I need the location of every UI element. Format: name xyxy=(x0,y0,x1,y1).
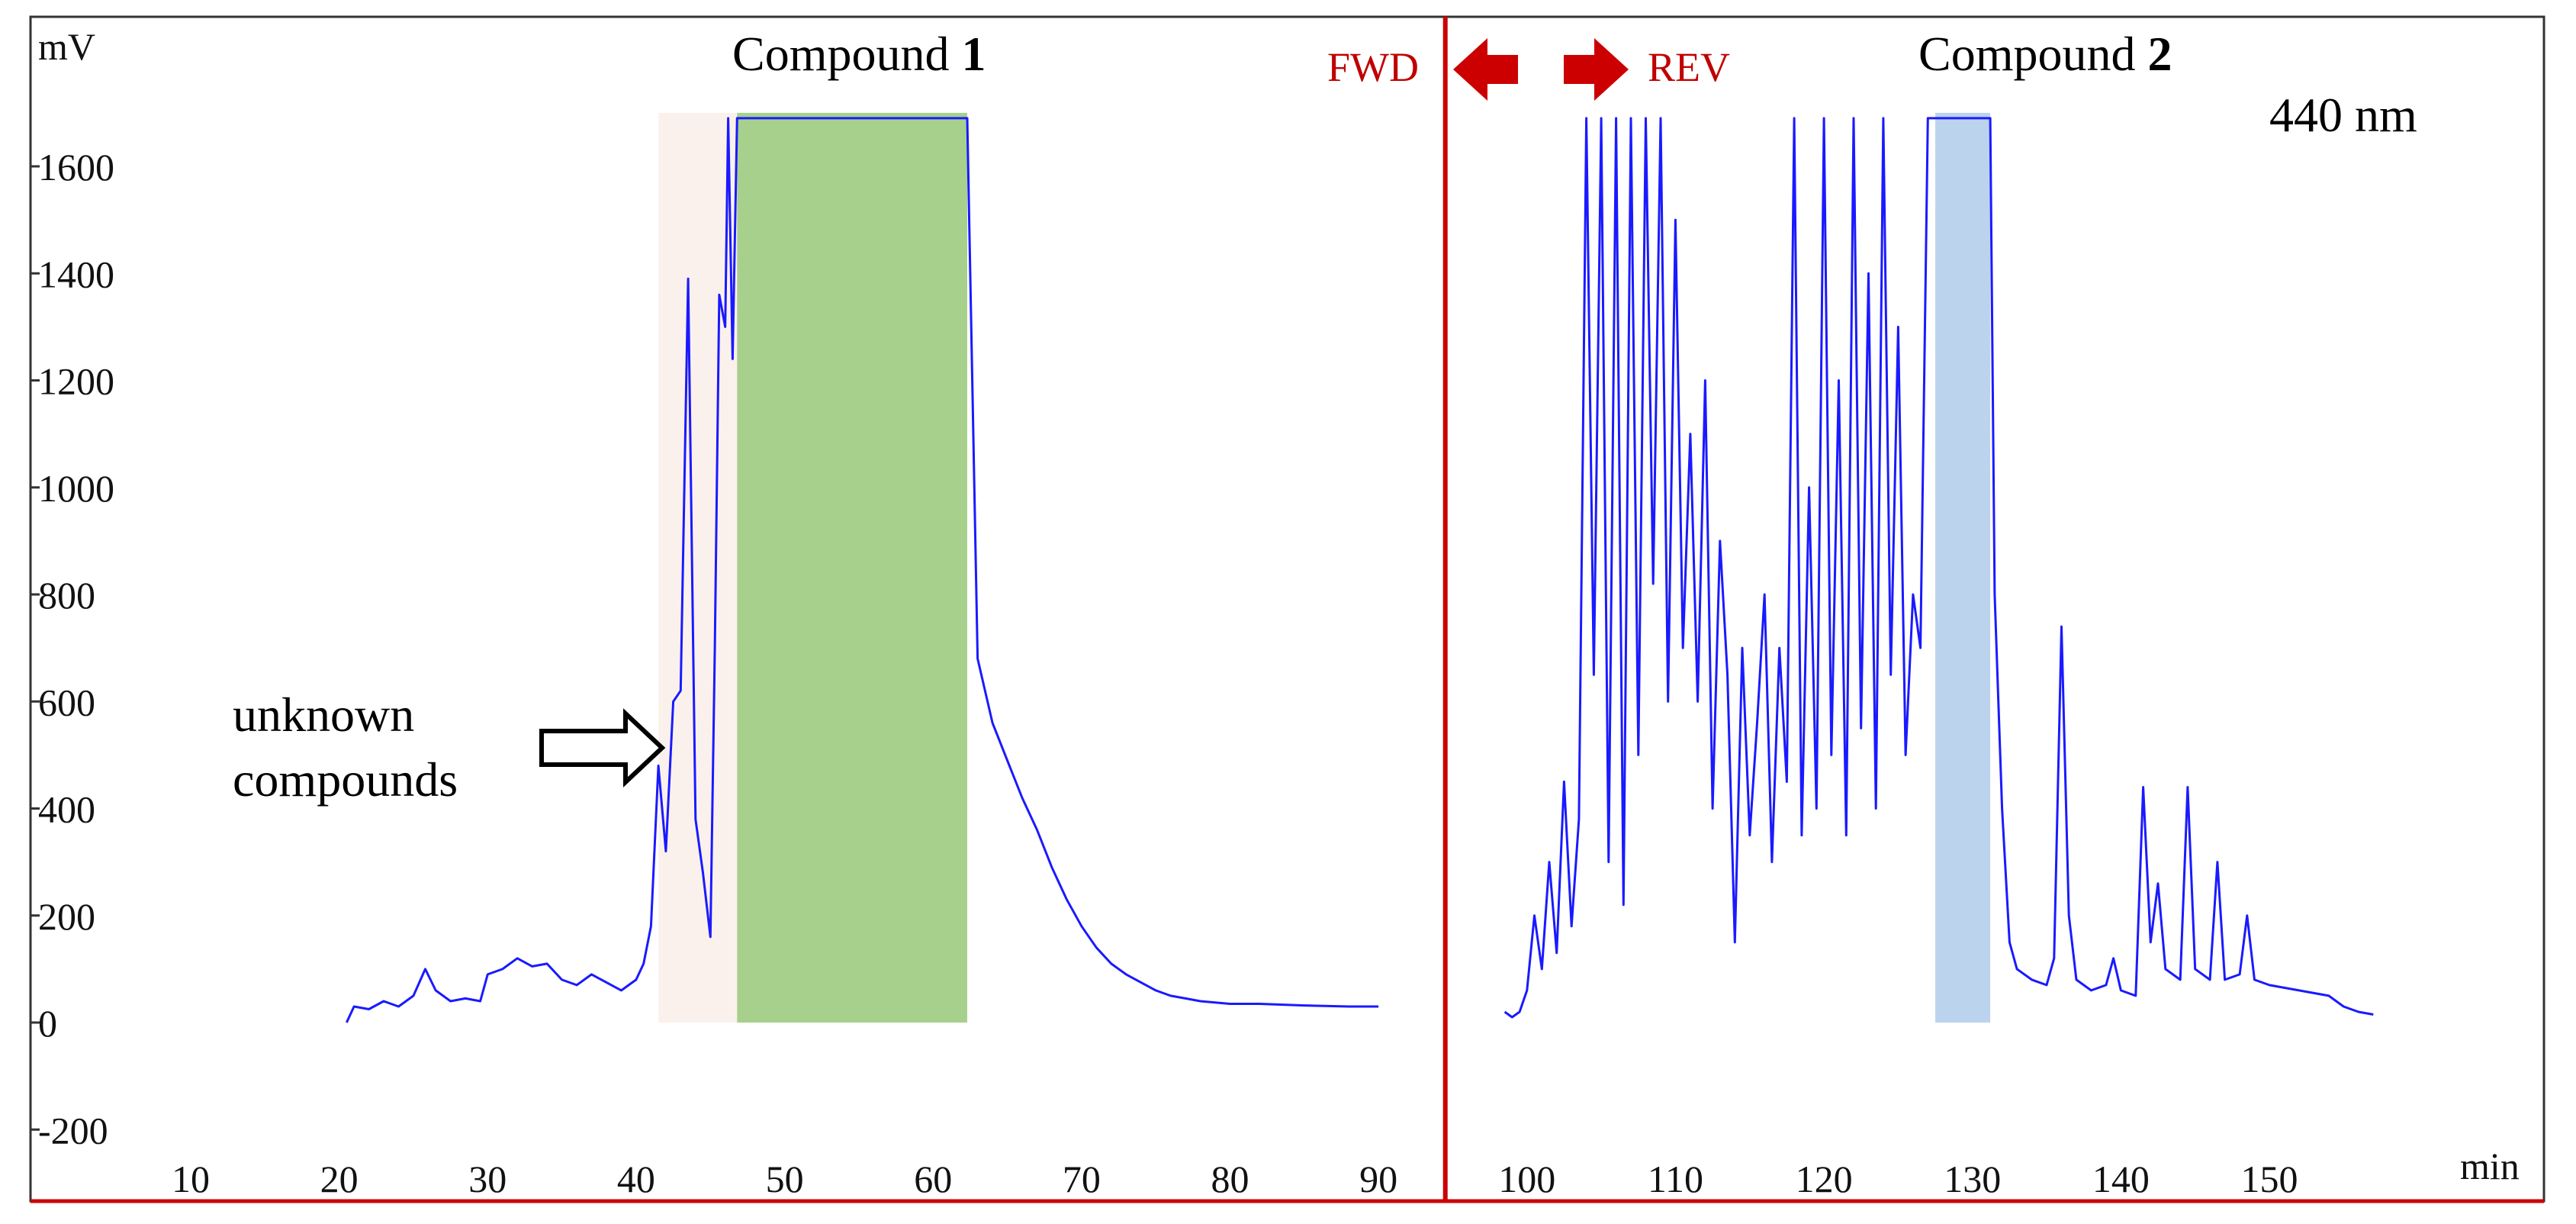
compound-2-title-text: Compound xyxy=(1918,27,2147,81)
compound-1-title: Compound 1 xyxy=(732,27,986,81)
y-tick-label: 1000 xyxy=(38,467,114,510)
compound-2-title-number: 2 xyxy=(2147,27,2172,81)
compound-1-title-text: Compound xyxy=(732,27,961,81)
region-compound-2 xyxy=(1935,112,1991,1023)
x-tick-label: 20 xyxy=(320,1158,359,1200)
trace-fwd xyxy=(346,117,1379,1023)
wavelength-label: 440 nm xyxy=(2269,88,2417,142)
y-tick-label: 200 xyxy=(38,895,95,938)
y-tick-label: 1600 xyxy=(38,146,114,188)
x-tick-label: 90 xyxy=(1359,1158,1397,1200)
x-tick-label: 50 xyxy=(766,1158,804,1200)
rev-label: REV xyxy=(1648,44,1730,90)
x-tick-label: 140 xyxy=(2092,1158,2150,1200)
fwd-label: FWD xyxy=(1327,44,1419,90)
x-tick-label: 150 xyxy=(2241,1158,2298,1200)
y-tick-label: 1200 xyxy=(38,360,114,403)
x-tick-label: 130 xyxy=(1944,1158,2001,1200)
rev-arrow-icon xyxy=(1564,38,1629,101)
x-axis: 10 20 30 40 50 60 70 80 90 100 110 120 130 140 150 xyxy=(172,1158,2298,1200)
x-tick-label: 60 xyxy=(914,1158,952,1200)
unknown-compounds-label-line1: unknown xyxy=(233,688,414,742)
y-axis-unit: mV xyxy=(38,25,95,68)
y-tick-label: 400 xyxy=(38,788,95,831)
y-tick-label: 1400 xyxy=(38,253,114,295)
x-tick-label: 30 xyxy=(468,1158,507,1200)
y-tick-label: -200 xyxy=(38,1109,108,1152)
region-unknown-compounds xyxy=(658,112,738,1023)
compound-1-title-number: 1 xyxy=(961,27,986,81)
region-compound-1 xyxy=(737,112,967,1023)
compound-2-title: Compound 2 xyxy=(1918,27,2172,81)
unknown-compounds-arrow-icon xyxy=(539,708,666,788)
y-tick-label: 0 xyxy=(38,1002,57,1045)
x-tick-label: 80 xyxy=(1211,1158,1249,1200)
trace-rev xyxy=(1503,117,2374,1019)
plot-frame xyxy=(29,15,2545,1203)
x-tick-label: 120 xyxy=(1796,1158,1853,1200)
y-tick-label: 600 xyxy=(38,681,95,723)
fwd-arrow-icon xyxy=(1453,38,1518,101)
x-tick-label: 40 xyxy=(617,1158,655,1200)
x-tick-label: 70 xyxy=(1063,1158,1101,1200)
unknown-compounds-label-line2: compounds xyxy=(233,752,458,807)
x-tick-label: 110 xyxy=(1648,1158,1703,1200)
x-axis-unit: min xyxy=(2460,1145,2520,1187)
x-tick-label: 10 xyxy=(172,1158,210,1200)
x-tick-label: 100 xyxy=(1498,1158,1555,1200)
regions-layer xyxy=(658,112,1991,1023)
y-tick-label: 800 xyxy=(38,574,95,617)
y-axis: -200 0 200 400 600 800 1000 1200 1400 1600 xyxy=(31,146,114,1152)
traces-layer xyxy=(346,117,2374,1023)
